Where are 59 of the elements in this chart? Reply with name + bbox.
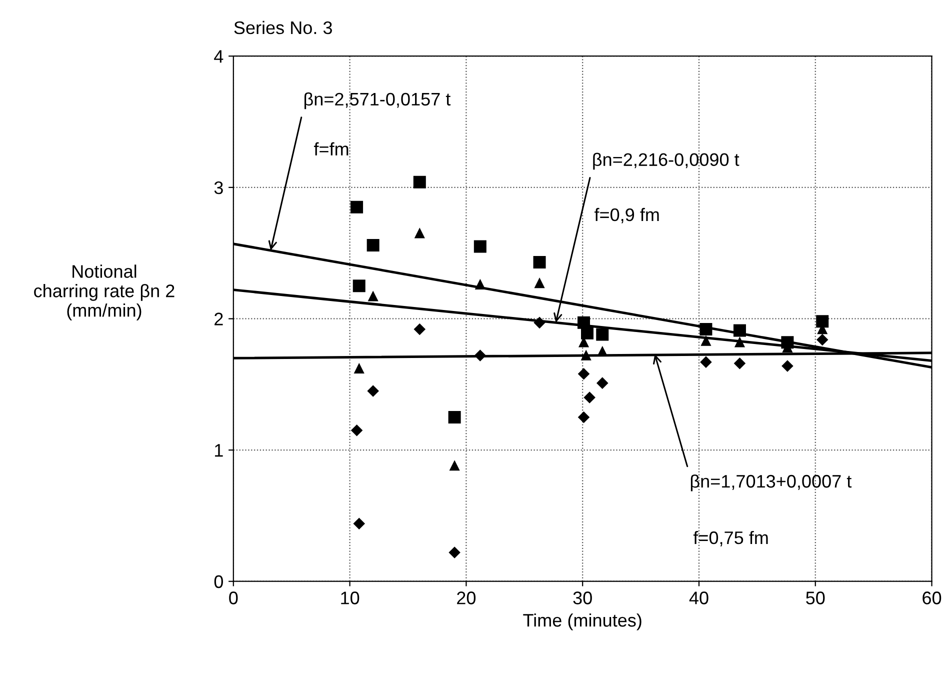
point <box>351 424 362 436</box>
point <box>534 317 546 328</box>
point <box>701 336 711 346</box>
annotation: βn=2,571-0,0157 t <box>304 92 451 110</box>
point <box>448 410 461 424</box>
chart-title: Series No. 3 <box>234 20 332 34</box>
point <box>450 460 460 471</box>
point <box>734 338 745 348</box>
x-tick-label: 10 <box>341 592 360 604</box>
point <box>367 385 379 397</box>
point <box>578 338 589 348</box>
y-tick-label: 1 <box>215 444 223 457</box>
point <box>578 412 590 423</box>
annotation: f=0,9 fm <box>594 208 659 224</box>
point <box>354 518 365 530</box>
annotation: f=fm <box>314 142 348 156</box>
x-tick-label: 30 <box>573 592 592 604</box>
point <box>414 324 426 335</box>
point <box>352 280 366 292</box>
point <box>533 256 546 269</box>
point <box>578 316 590 329</box>
point <box>414 228 425 238</box>
point <box>596 328 609 341</box>
point <box>734 358 746 369</box>
point <box>475 280 486 290</box>
point <box>584 392 596 404</box>
point <box>368 292 378 302</box>
point <box>596 377 608 389</box>
annotation: βn=1,7013+0,0007 t <box>690 474 852 492</box>
x-tick-label: 20 <box>457 592 476 604</box>
point <box>354 364 364 374</box>
x-tick-label: 40 <box>689 592 708 604</box>
x-tick-label: 0 <box>229 592 238 604</box>
y-axis-title: Notional charring rate βn 2 (mm/min) <box>34 264 174 320</box>
point <box>700 322 712 336</box>
point <box>733 324 746 337</box>
x-axis-title: Time (minutes) <box>523 613 642 630</box>
point <box>474 350 486 362</box>
point <box>578 368 590 380</box>
annotation: βn=2,216-0,0090 t <box>593 152 740 170</box>
y-tick-label: 3 <box>214 181 223 194</box>
point <box>700 356 712 368</box>
point <box>366 238 380 252</box>
point <box>816 315 829 328</box>
point <box>581 350 591 360</box>
point <box>782 360 794 372</box>
point <box>474 240 486 253</box>
x-tick-label: 60 <box>922 592 942 604</box>
y-tick-label: 0 <box>214 575 223 588</box>
point <box>534 278 544 288</box>
y-tick-label: 2 <box>214 312 223 326</box>
y-tick-label: 4 <box>214 50 224 63</box>
point <box>350 200 364 214</box>
point <box>816 334 828 346</box>
point <box>413 176 426 188</box>
point <box>581 326 594 340</box>
x-tick-label: 50 <box>806 592 825 604</box>
point <box>448 546 460 558</box>
annotation: f=0,75 fm <box>693 530 768 546</box>
